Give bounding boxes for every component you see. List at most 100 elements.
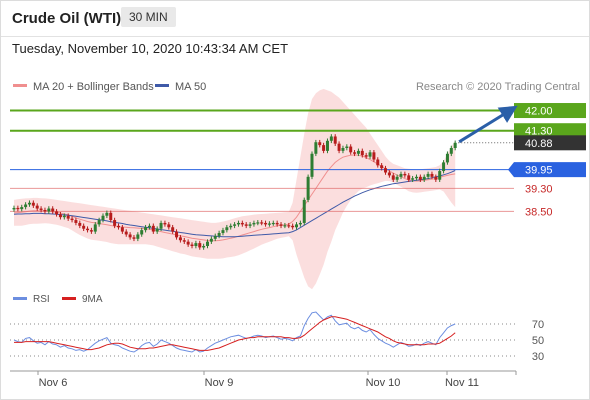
candle: [356, 148, 360, 157]
candle: [430, 171, 434, 180]
candle-body: [86, 228, 90, 231]
candle-body: [318, 142, 322, 146]
legend-swatch-rsi-ma: [62, 297, 76, 300]
candle-body: [236, 222, 240, 225]
candle: [144, 224, 148, 233]
candle: [97, 217, 101, 227]
candle-body: [116, 225, 120, 228]
legend-rsi: RSI: [33, 294, 50, 305]
candle: [55, 209, 59, 217]
candle: [182, 237, 186, 244]
candle-body: [167, 224, 171, 228]
candle-body: [244, 224, 248, 226]
candle-body: [31, 202, 35, 206]
pivot-tag: [508, 162, 586, 178]
candle: [264, 220, 268, 227]
candle: [442, 160, 446, 174]
last-price-tag: [514, 135, 586, 151]
last-price-label: 40.88: [525, 138, 553, 150]
credit-text: Research © 2020 Trading Central: [416, 81, 580, 93]
candle-body: [202, 246, 206, 248]
candle-body: [310, 153, 314, 177]
candle: [159, 220, 163, 232]
candle: [422, 174, 426, 183]
timeframe-button[interactable]: 30 MIN: [121, 7, 176, 27]
candle-body: [306, 176, 310, 200]
candle: [155, 226, 159, 234]
candle: [329, 134, 333, 144]
candle-body: [256, 222, 260, 224]
candle: [82, 223, 86, 232]
candle-body: [221, 230, 225, 234]
candle: [256, 220, 260, 226]
candle: [124, 229, 128, 237]
candle: [360, 148, 364, 158]
candle-body: [198, 243, 202, 248]
resistance-label: 41.30: [525, 126, 553, 138]
candle-body: [24, 204, 28, 208]
candle-body: [12, 207, 16, 210]
candle-body: [287, 225, 291, 227]
candle-body: [418, 176, 422, 180]
candle: [252, 220, 256, 227]
candle-body: [74, 220, 78, 223]
resistance-tag: [514, 123, 586, 139]
candle-body: [341, 148, 345, 151]
legend-rsi-ma: 9MA: [82, 294, 103, 305]
candle: [337, 141, 341, 154]
candle-body: [260, 222, 264, 224]
candle-body: [66, 215, 70, 219]
candle-body: [132, 237, 136, 239]
candle: [93, 222, 97, 234]
candle-body: [353, 152, 357, 154]
candle: [345, 144, 349, 151]
candle: [279, 222, 283, 229]
candle-body: [438, 171, 442, 180]
x-tick-label: Nov 11: [445, 377, 479, 389]
candle-body: [372, 152, 376, 160]
candle: [213, 233, 217, 242]
x-axis: Nov 6 Nov 9 Nov 10 Nov 11: [10, 370, 517, 389]
candle: [163, 220, 167, 227]
candle: [136, 232, 140, 242]
candle-body: [298, 222, 302, 225]
candle-body: [89, 230, 93, 232]
candle: [140, 227, 144, 237]
candle-body: [364, 155, 368, 157]
candle-body: [206, 241, 209, 246]
candle-body: [395, 176, 399, 180]
candle-body: [163, 222, 167, 225]
candle-body: [264, 222, 268, 225]
candle-body: [295, 224, 299, 228]
candle: [24, 202, 28, 210]
candle: [372, 150, 376, 162]
candle: [236, 220, 240, 227]
candle: [395, 174, 399, 183]
candle-body: [314, 142, 318, 154]
candle-body: [376, 159, 380, 166]
candle-body: [411, 178, 415, 180]
candle-body: [275, 222, 279, 225]
candle: [132, 235, 136, 242]
candle-body: [271, 222, 275, 225]
candle: [194, 240, 198, 249]
candle: [16, 205, 20, 212]
candle: [318, 139, 322, 148]
candle-body: [97, 220, 101, 225]
candle-body: [233, 224, 237, 226]
ma50-line: [13, 170, 456, 238]
candle: [113, 217, 117, 229]
candle-body: [322, 145, 326, 151]
candle: [221, 227, 225, 236]
candle-body: [267, 223, 271, 225]
candle: [426, 171, 430, 180]
candle-body: [120, 227, 124, 232]
candle: [86, 226, 90, 233]
candle-body: [51, 208, 55, 212]
candle: [178, 235, 182, 243]
candle: [445, 151, 449, 165]
candle: [74, 217, 78, 226]
candle-body: [82, 225, 86, 229]
candle-body: [101, 215, 105, 221]
